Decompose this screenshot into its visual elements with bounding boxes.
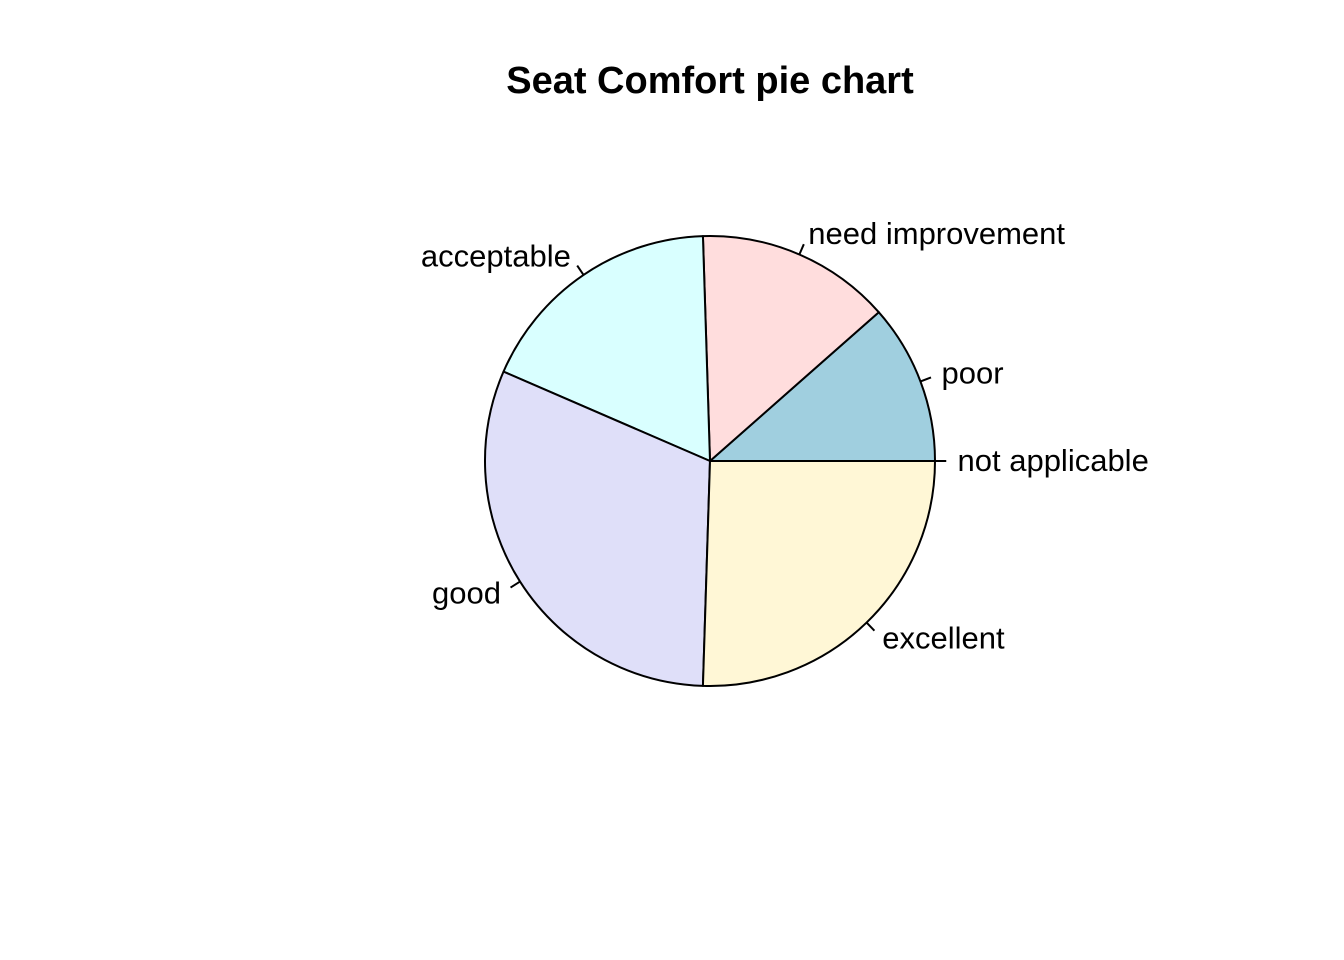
leaders-layer: [509, 243, 947, 632]
pie-slice-acceptable: [502, 235, 711, 462]
chart-title: Seat Comfort pie chart: [506, 60, 914, 102]
pie-slice-excellent: [701, 460, 936, 687]
leader-tick-acceptable: [576, 265, 585, 276]
leader-tick-good: [509, 580, 521, 589]
leader-tick-need-improvement: [798, 243, 805, 255]
leader-tick-excellent: [865, 621, 876, 632]
slice-label-poor: poor: [942, 356, 1004, 391]
leader-tick-poor: [920, 376, 932, 383]
slice-label-not-applicable: not applicable: [958, 443, 1149, 478]
slices-layer: [484, 235, 936, 687]
slice-label-acceptable: acceptable: [421, 238, 571, 273]
labels-layer: not applicable poor need improvement accept…: [421, 216, 1149, 656]
slice-label-good: good: [432, 576, 501, 611]
slice-label-need-improvement: need improvement: [808, 216, 1065, 251]
slice-label-excellent: excellent: [882, 621, 1005, 656]
